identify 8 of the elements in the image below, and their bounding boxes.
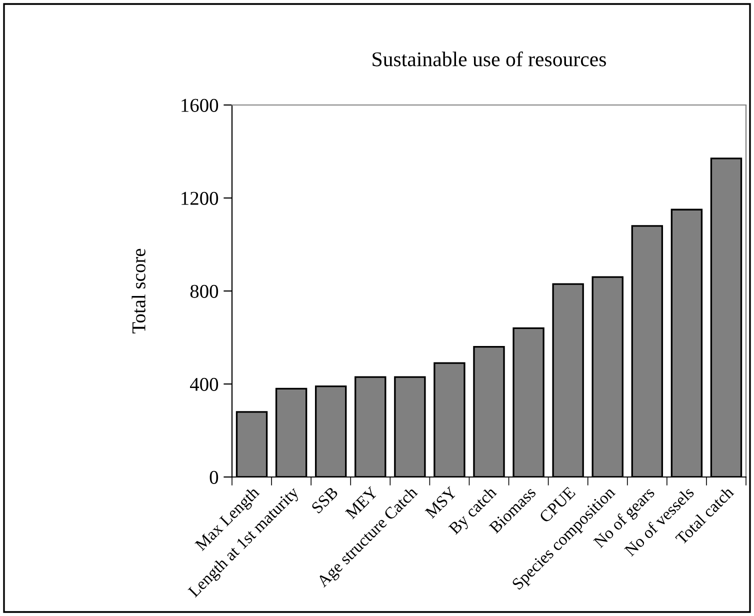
x-tick-label: SSB	[311, 486, 339, 514]
chart-title: Sustainable use of resources	[372, 51, 606, 66]
y-tick-label: 400	[190, 378, 218, 391]
y-axis-title: Total score	[132, 248, 146, 334]
y-tick-label: 800	[190, 284, 218, 298]
y-tick-label: 0	[210, 470, 218, 484]
y-tick-label: 1200	[182, 192, 218, 205]
y-tick-label: 1600	[182, 98, 218, 112]
